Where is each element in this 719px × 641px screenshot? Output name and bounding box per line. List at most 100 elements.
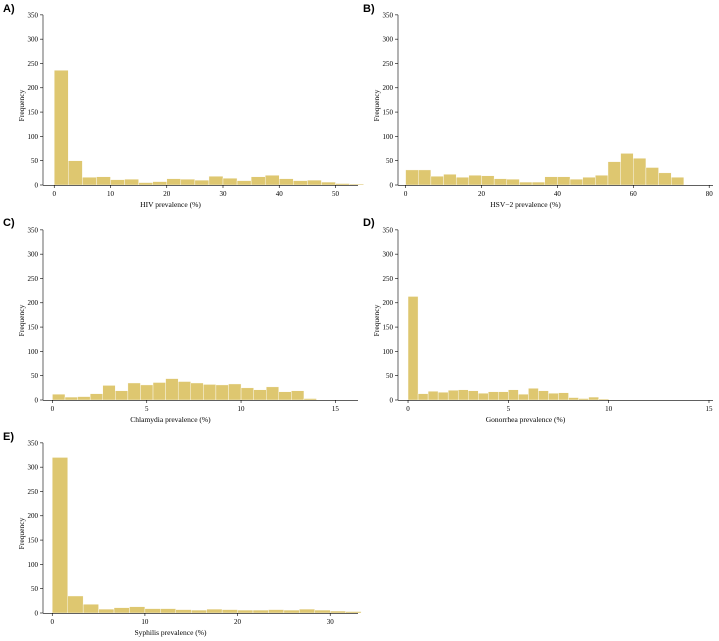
histogram-bar [222,177,238,186]
histogram-bar [620,153,634,186]
histogram-bar [519,181,533,186]
histogram-bar [568,397,579,401]
x-tick-label: 80 [706,190,714,198]
histogram-bar [52,393,66,401]
y-axis-title: Frequency [372,89,381,121]
histogram-bar [418,169,432,186]
histogram-bar [548,392,559,401]
histogram-bar [144,608,161,614]
histogram-bar [98,608,115,614]
y-tick-label: 250 [28,275,39,283]
histogram-bar [569,178,583,186]
x-tick-label: 50 [332,190,340,198]
histogram-bar [152,382,166,401]
x-tick-label: 40 [554,190,562,198]
y-tick-label: 350 [28,439,39,447]
histogram-bar [52,457,68,614]
histogram-bar [455,177,470,186]
y-tick-label: 250 [28,488,39,496]
histogram-bar [303,398,317,401]
x-tick-label: 0 [404,190,408,198]
histogram-bar [124,178,139,186]
histogram-bar [129,606,146,614]
histogram-bar [237,609,254,614]
histogram-bar [508,389,519,401]
histogram-bar [180,178,196,186]
x-axis-title: Syphilis prevalence (%) [134,628,207,637]
histogram-panel: D) 0 50 100 150 200 250 300 350 0 5 10 15 Gonorrhea p… [363,217,713,424]
y-axis-title: Frequency [17,517,26,549]
histogram-bar [345,611,362,614]
histogram-bar [160,608,176,614]
y-tick-label: 350 [383,11,394,19]
histogram-bar [633,158,647,186]
histogram-bar [314,609,331,614]
histogram-bar [437,392,449,401]
histogram-bar [206,608,223,614]
y-tick-label: 50 [386,372,394,380]
x-tick-label: 0 [51,405,55,413]
histogram-bar [54,70,69,186]
histogram-bar [240,387,254,401]
y-tick-label: 0 [35,609,39,617]
histogram-bar [582,177,596,186]
histogram-bar [595,175,609,186]
histogram-bar [221,609,238,614]
panel-letter: C) [3,217,15,229]
y-tick-label: 50 [31,585,39,593]
histogram-bar [203,384,217,401]
y-tick-label: 0 [390,181,394,189]
histogram-bar [102,385,116,401]
y-tick-label: 300 [383,36,394,44]
x-tick-label: 30 [220,190,228,198]
y-tick-label: 100 [383,348,394,356]
y-tick-label: 150 [383,323,394,331]
histogram-bar [82,177,97,186]
histogram-bar [140,384,154,401]
y-tick-label: 200 [28,299,39,307]
y-tick-label: 250 [383,60,394,68]
histogram-bar [506,178,520,186]
histogram-bar [67,595,84,614]
x-axis-title: HSV−2 prevalence (%) [490,200,561,209]
y-tick-label: 50 [31,157,39,165]
histogram-bar [278,391,292,401]
x-tick-label: 20 [234,618,242,626]
x-tick-label: 20 [163,190,171,198]
x-tick-label: 5 [145,405,149,413]
histogram-bar [405,169,419,186]
x-tick-label: 60 [630,190,638,198]
y-tick-label: 350 [28,11,39,19]
histogram-bar [113,607,130,614]
histogram-bar [498,391,509,401]
y-tick-label: 50 [31,372,39,380]
histogram-bar [194,179,210,186]
y-tick-label: 250 [28,60,39,68]
y-tick-label: 0 [390,396,394,404]
y-tick-label: 0 [35,396,39,404]
x-tick-label: 10 [107,190,115,198]
y-axis-title: Frequency [17,89,26,121]
histogram-bar [307,179,322,186]
histogram-bar [407,296,419,401]
histogram-bar [671,177,685,186]
x-axis-title: Chlamydia prevalence (%) [130,415,211,424]
histogram-bar [544,176,558,186]
y-tick-label: 300 [28,464,39,472]
histogram-bar [266,386,279,401]
y-tick-label: 300 [28,36,39,44]
histogram-bar [252,609,269,614]
histogram-bar [578,398,589,401]
y-tick-label: 50 [386,157,394,165]
x-tick-label: 0 [406,405,410,413]
histogram-bar [531,181,545,186]
y-tick-label: 200 [383,299,394,307]
histogram-bar [175,609,192,614]
panel-letter: B) [363,3,375,15]
y-tick-label: 200 [28,84,39,92]
y-tick-label: 300 [28,251,39,259]
histogram-bar [457,389,469,401]
histogram-bar [447,390,459,401]
y-tick-label: 0 [35,181,39,189]
